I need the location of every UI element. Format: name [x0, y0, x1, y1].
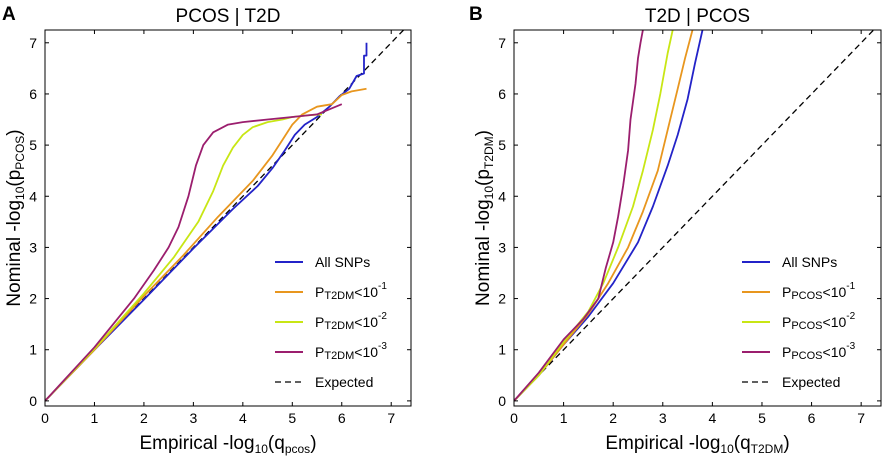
legend-label: PT2DM<10-2	[315, 311, 387, 332]
legend: All SNPs PPCOS<10-1 PPCOS<10-2 PPCOS<10-3 Ex…	[742, 254, 856, 390]
chart-title: PCOS | T2D	[176, 6, 281, 27]
x-axis-label: Empirical -log10(qpcos)	[139, 433, 316, 456]
y-tick-label: 1	[29, 342, 37, 358]
x-tick-label: 6	[338, 410, 346, 426]
x-tick-label: 5	[758, 410, 766, 426]
legend-label: Expected	[782, 374, 840, 390]
series-line-1	[514, 30, 704, 402]
y-tick-label: 6	[29, 86, 37, 102]
y-axis-label: Nominal -log10(pT2DM)	[473, 130, 496, 306]
legend-label: PPCOS<10-2	[782, 311, 856, 332]
panel-letter: B	[469, 4, 483, 25]
panel-letter: A	[2, 4, 16, 25]
legend: All SNPs PT2DM<10-1 PT2DM<10-2 PT2DM<10-3 Ex…	[275, 254, 387, 390]
y-tick-label: 2	[29, 291, 37, 307]
y-tick-label: 5	[29, 137, 37, 153]
y-tick-label: 4	[29, 188, 37, 204]
x-tick-label: 1	[91, 410, 99, 426]
y-tick-label: 7	[498, 35, 506, 51]
expected-line	[45, 30, 405, 402]
y-tick-label: 3	[29, 239, 37, 255]
chart-title: T2D | PCOS	[645, 6, 750, 27]
legend-label: PT2DM<10-1	[315, 281, 387, 302]
x-tick-label: 2	[609, 410, 617, 426]
x-tick-label: 7	[857, 410, 865, 426]
legend-label: PPCOS<10-3	[782, 341, 856, 362]
x-tick-label: 2	[140, 410, 148, 426]
x-tick-label: 3	[659, 410, 667, 426]
y-axis-label: Nominal -log10(pPCOS)	[4, 129, 27, 306]
expected-line	[514, 30, 875, 402]
x-tick-label: 7	[387, 410, 395, 426]
y-tick-label: 4	[498, 188, 506, 204]
x-tick-label: 0	[41, 410, 49, 426]
axes-frame	[513, 29, 882, 407]
x-tick-label: 3	[189, 410, 197, 426]
legend-label: Expected	[315, 374, 373, 390]
y-tick-label: 5	[498, 137, 506, 153]
series-line-2	[514, 30, 694, 402]
axes-frame	[44, 29, 412, 407]
y-tick-label: 2	[498, 291, 506, 307]
x-axis-label: Empirical -log10(qT2DM)	[605, 433, 789, 456]
x-tick-label: 5	[288, 410, 296, 426]
y-tick-label: 0	[29, 393, 37, 409]
y-tick-label: 6	[498, 86, 506, 102]
series-line-2	[45, 87, 367, 402]
x-tick-label: 1	[560, 410, 568, 426]
legend-label: All SNPs	[315, 254, 370, 270]
y-tick-label: 7	[29, 35, 37, 51]
y-tick-label: 0	[498, 393, 506, 409]
x-tick-label: 4	[239, 410, 247, 426]
x-tick-label: 4	[708, 410, 716, 426]
x-tick-label: 6	[808, 410, 816, 426]
series-line-4	[45, 103, 343, 402]
x-tick-label: 0	[510, 410, 518, 426]
y-tick-label: 1	[498, 342, 506, 358]
legend-label: PPCOS<10-1	[782, 281, 856, 302]
chart-panel-a: A PCOS | T2D 0 1 2 3 4 5 6 7 0 1 2 3 4 5 6 7 Empirical -lo…	[2, 4, 412, 456]
series-line-1	[45, 42, 368, 402]
series-line-4	[514, 30, 644, 402]
y-tick-label: 3	[498, 239, 506, 255]
series-line-3	[514, 30, 674, 402]
legend-label: All SNPs	[782, 254, 837, 270]
chart-panel-b: B T2D | PCOS 0 1 2 3 4 5 6 7 0 1 2 3 4 5 6 7 Empirical -lo…	[469, 4, 882, 456]
legend-label: PT2DM<10-3	[315, 341, 387, 362]
